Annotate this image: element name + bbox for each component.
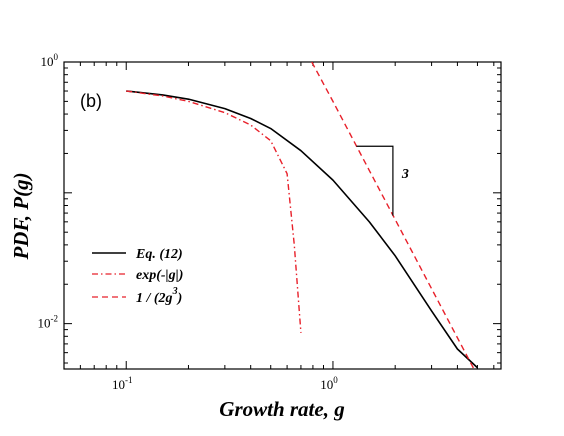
legend-power-law-base: 1 / (2g bbox=[136, 291, 173, 306]
legend-label-power-law: 1 / (2g3) bbox=[136, 286, 182, 306]
series-line-2 bbox=[311, 62, 475, 369]
x-axis-title: Growth rate, g bbox=[219, 397, 344, 421]
slope-annotation: 3 bbox=[356, 145, 409, 216]
plot-frame bbox=[63, 61, 502, 370]
axis-ticks bbox=[63, 61, 501, 369]
legend: Eq. (12) exp(-|g|) 1 / (2g3) bbox=[92, 247, 183, 306]
y-tick-label: 100 bbox=[41, 52, 59, 69]
y-tick-label: 10-2 bbox=[38, 314, 59, 331]
legend-power-law-exp: 3 bbox=[172, 286, 178, 297]
axis-tick-labels: 10-1 100 10-2 100 bbox=[38, 52, 339, 392]
legend-label-exp: exp(-|g|) bbox=[136, 268, 183, 283]
slope-label: 3 bbox=[401, 167, 409, 182]
y-axis-title: PDF, P(g) bbox=[9, 172, 33, 260]
legend-label-eq12: Eq. (12) bbox=[135, 247, 183, 262]
panel-label: (b) bbox=[80, 91, 102, 111]
legend-power-law-close: ) bbox=[176, 291, 183, 306]
slope-triangle bbox=[356, 145, 394, 216]
x-tick-label: 10-1 bbox=[112, 375, 133, 392]
x-tick-label: 100 bbox=[320, 375, 338, 392]
series-line-1 bbox=[126, 90, 302, 333]
series-layer bbox=[126, 62, 478, 369]
series-line-0 bbox=[126, 90, 478, 369]
